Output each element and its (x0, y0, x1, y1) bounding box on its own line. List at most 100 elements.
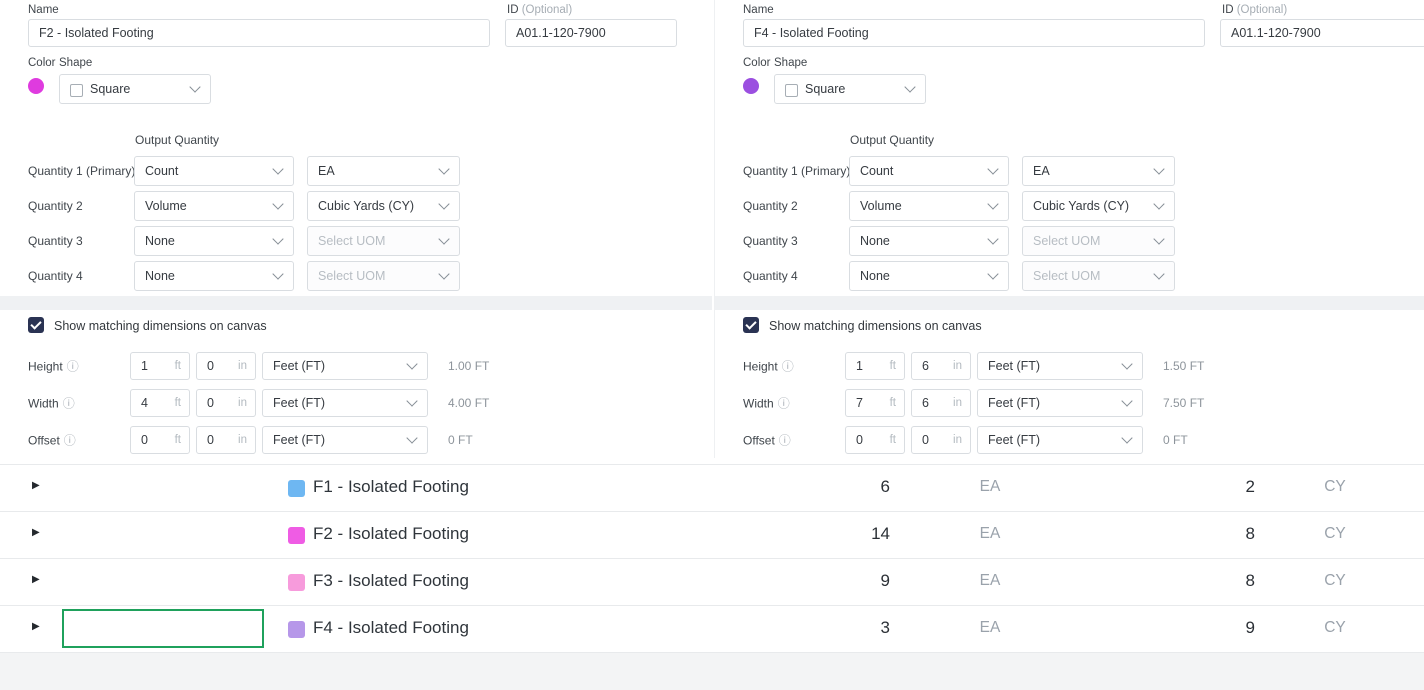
color-swatch[interactable] (743, 78, 759, 94)
height-uom-select[interactable]: Feet (FT) (977, 352, 1143, 380)
offset-in-input[interactable]: 0 in (196, 426, 256, 454)
chevron-down-icon (1153, 198, 1165, 210)
table-row-f3[interactable]: ▶ F3 - Isolated Footing 9 EA 8 CY (0, 559, 1424, 606)
quantity-2-value: 8 (1245, 571, 1255, 590)
table-row-f2[interactable]: ▶ F2 - Isolated Footing 14 EA 8 CY (0, 512, 1424, 559)
quantity-row-1: Quantity 1 (Primary) Count EA (0, 156, 712, 186)
width-in-input[interactable]: 0 in (196, 389, 256, 417)
quantity-2-value: 9 (1245, 618, 1255, 637)
quantity-2-type-select[interactable]: Volume (134, 191, 294, 221)
id-input[interactable] (505, 19, 677, 47)
chevron-down-icon (272, 268, 284, 280)
chevron-down-icon (438, 268, 450, 280)
chevron-down-icon (1121, 395, 1133, 407)
output-quantity-label: Output Quantity (850, 133, 935, 147)
selected-cell[interactable] (62, 609, 264, 648)
chevron-down-icon (438, 233, 450, 245)
id-label: ID (Optional) (1222, 4, 1288, 16)
quantity-4-uom-select[interactable]: Select UOM (1022, 261, 1175, 291)
quantity-1-uom: EA (979, 619, 1001, 636)
item-panel-f2: Name ID (Optional) Color Shape Square Ou… (0, 0, 712, 458)
quantity-2-uom-select[interactable]: Cubic Yards (CY) (1022, 191, 1175, 221)
quantity-1-value: 6 (880, 477, 890, 496)
height-ft-input[interactable]: 1 ft (130, 352, 190, 380)
quantity-4-uom-select[interactable]: Select UOM (307, 261, 460, 291)
shape-select[interactable]: Square (774, 74, 926, 104)
offset-in-input[interactable]: 0 in (911, 426, 971, 454)
width-label: Width ⓘ (28, 396, 75, 411)
info-icon: ⓘ (778, 433, 791, 448)
name-input[interactable] (743, 19, 1205, 47)
row-cell[interactable] (62, 562, 264, 601)
offset-ft-input[interactable]: 0 ft (845, 426, 905, 454)
offset-uom-select[interactable]: Feet (FT) (262, 426, 428, 454)
height-ft-input[interactable]: 1 ft (845, 352, 905, 380)
row-cell[interactable] (62, 515, 264, 554)
quantity-3-uom-select[interactable]: Select UOM (307, 226, 460, 256)
height-uom-select[interactable]: Feet (FT) (262, 352, 428, 380)
quantity-4-type-select[interactable]: None (134, 261, 294, 291)
offset-ft-input[interactable]: 0 ft (130, 426, 190, 454)
expand-caret-icon[interactable]: ▶ (32, 527, 40, 538)
quantity-1-value: 9 (880, 571, 890, 590)
width-in-input[interactable]: 6 in (911, 389, 971, 417)
color-swatch[interactable] (28, 78, 44, 94)
offset-computed-value: 0 FT (1163, 433, 1188, 447)
height-in-input[interactable]: 0 in (196, 352, 256, 380)
quantity-2-label: Quantity 2 (28, 199, 83, 213)
height-label: Height ⓘ (28, 359, 79, 374)
id-input[interactable] (1220, 19, 1424, 47)
name-input[interactable] (28, 19, 490, 47)
chevron-down-icon (1121, 358, 1133, 370)
chevron-down-icon (438, 163, 450, 175)
quantity-2-type-select[interactable]: Volume (849, 191, 1009, 221)
show-dimensions-label: Show matching dimensions on canvas (769, 319, 982, 333)
section-divider (0, 296, 712, 310)
quantity-4-type-select[interactable]: None (849, 261, 1009, 291)
table-row-f4[interactable]: ▶ F4 - Isolated Footing 3 EA 9 CY (0, 606, 1424, 653)
quantity-2-uom: CY (1324, 572, 1346, 589)
quantity-row-2: Quantity 2 Volume Cubic Yards (CY) (715, 191, 1424, 221)
offset-label: Offset ⓘ (28, 433, 76, 448)
quantity-2-uom: CY (1324, 525, 1346, 542)
quantity-1-uom-select[interactable]: EA (307, 156, 460, 186)
expand-caret-icon[interactable]: ▶ (32, 621, 40, 632)
show-dimensions-checkbox[interactable] (743, 317, 759, 333)
shape-label: Shape (774, 57, 808, 69)
quantity-1-type-select[interactable]: Count (134, 156, 294, 186)
quantity-3-uom-select[interactable]: Select UOM (1022, 226, 1175, 256)
quantity-row-1: Quantity 1 (Primary) Count EA (715, 156, 1424, 186)
quantity-1-type-select[interactable]: Count (849, 156, 1009, 186)
quantity-3-type-select[interactable]: None (134, 226, 294, 256)
width-uom-select[interactable]: Feet (FT) (262, 389, 428, 417)
width-ft-input[interactable]: 7 ft (845, 389, 905, 417)
shape-select[interactable]: Square (59, 74, 211, 104)
table-row-f1[interactable]: ▶ F1 - Isolated Footing 6 EA 2 CY (0, 465, 1424, 512)
chevron-down-icon (904, 81, 916, 93)
show-dimensions-checkbox[interactable] (28, 317, 44, 333)
row-cell[interactable] (62, 468, 264, 507)
info-icon: ⓘ (62, 396, 75, 411)
quantity-3-type-select[interactable]: None (849, 226, 1009, 256)
width-ft-input[interactable]: 4 ft (130, 389, 190, 417)
quantity-1-uom: EA (979, 572, 1001, 589)
offset-uom-select[interactable]: Feet (FT) (977, 426, 1143, 454)
chevron-down-icon (406, 432, 418, 444)
quantity-4-label: Quantity 4 (743, 269, 798, 283)
chevron-down-icon (272, 233, 284, 245)
chevron-down-icon (1153, 233, 1165, 245)
quantity-1-label: Quantity 1 (Primary) (743, 164, 851, 178)
quantity-4-label: Quantity 4 (28, 269, 83, 283)
quantity-1-uom-select[interactable]: EA (1022, 156, 1175, 186)
expand-caret-icon[interactable]: ▶ (32, 574, 40, 585)
height-in-input[interactable]: 6 in (911, 352, 971, 380)
quantity-row-3: Quantity 3 None Select UOM (715, 226, 1424, 256)
width-uom-select[interactable]: Feet (FT) (977, 389, 1143, 417)
name-label: Name (28, 4, 59, 16)
width-row: Width ⓘ 4 ft 0 in Feet (FT) 4.00 FT (0, 389, 712, 417)
shape-label: Shape (59, 57, 93, 69)
quantity-2-uom-select[interactable]: Cubic Yards (CY) (307, 191, 460, 221)
expand-caret-icon[interactable]: ▶ (32, 480, 40, 491)
item-color-swatch (288, 621, 305, 638)
chevron-down-icon (1153, 163, 1165, 175)
